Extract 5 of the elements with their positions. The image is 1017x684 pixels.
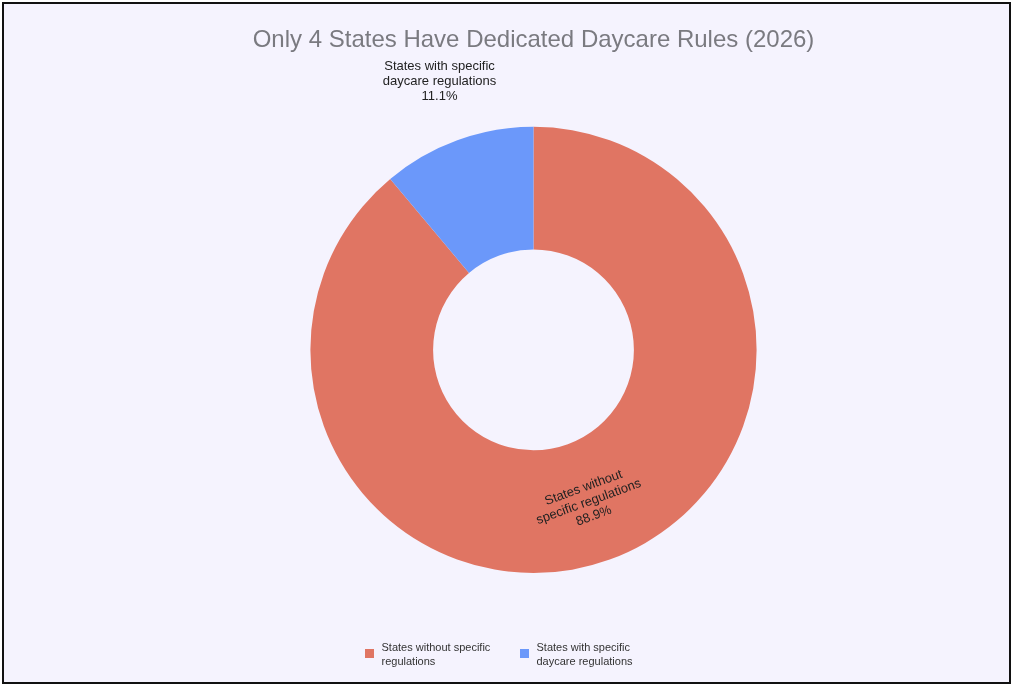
chart-title: Only 4 States Have Dedicated Daycare Rules (2026) — [252, 25, 815, 53]
legend-label: States without specific regulations — [381, 640, 492, 668]
slice-label: States with specific daycare regulations — [382, 57, 497, 88]
legend-label: States with specific daycare regulations — [536, 640, 634, 668]
data-label: 11.1% — [421, 87, 458, 103]
